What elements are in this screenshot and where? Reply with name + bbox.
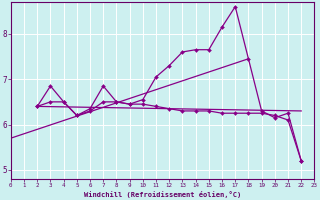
X-axis label: Windchill (Refroidissement éolien,°C): Windchill (Refroidissement éolien,°C): [84, 191, 241, 198]
